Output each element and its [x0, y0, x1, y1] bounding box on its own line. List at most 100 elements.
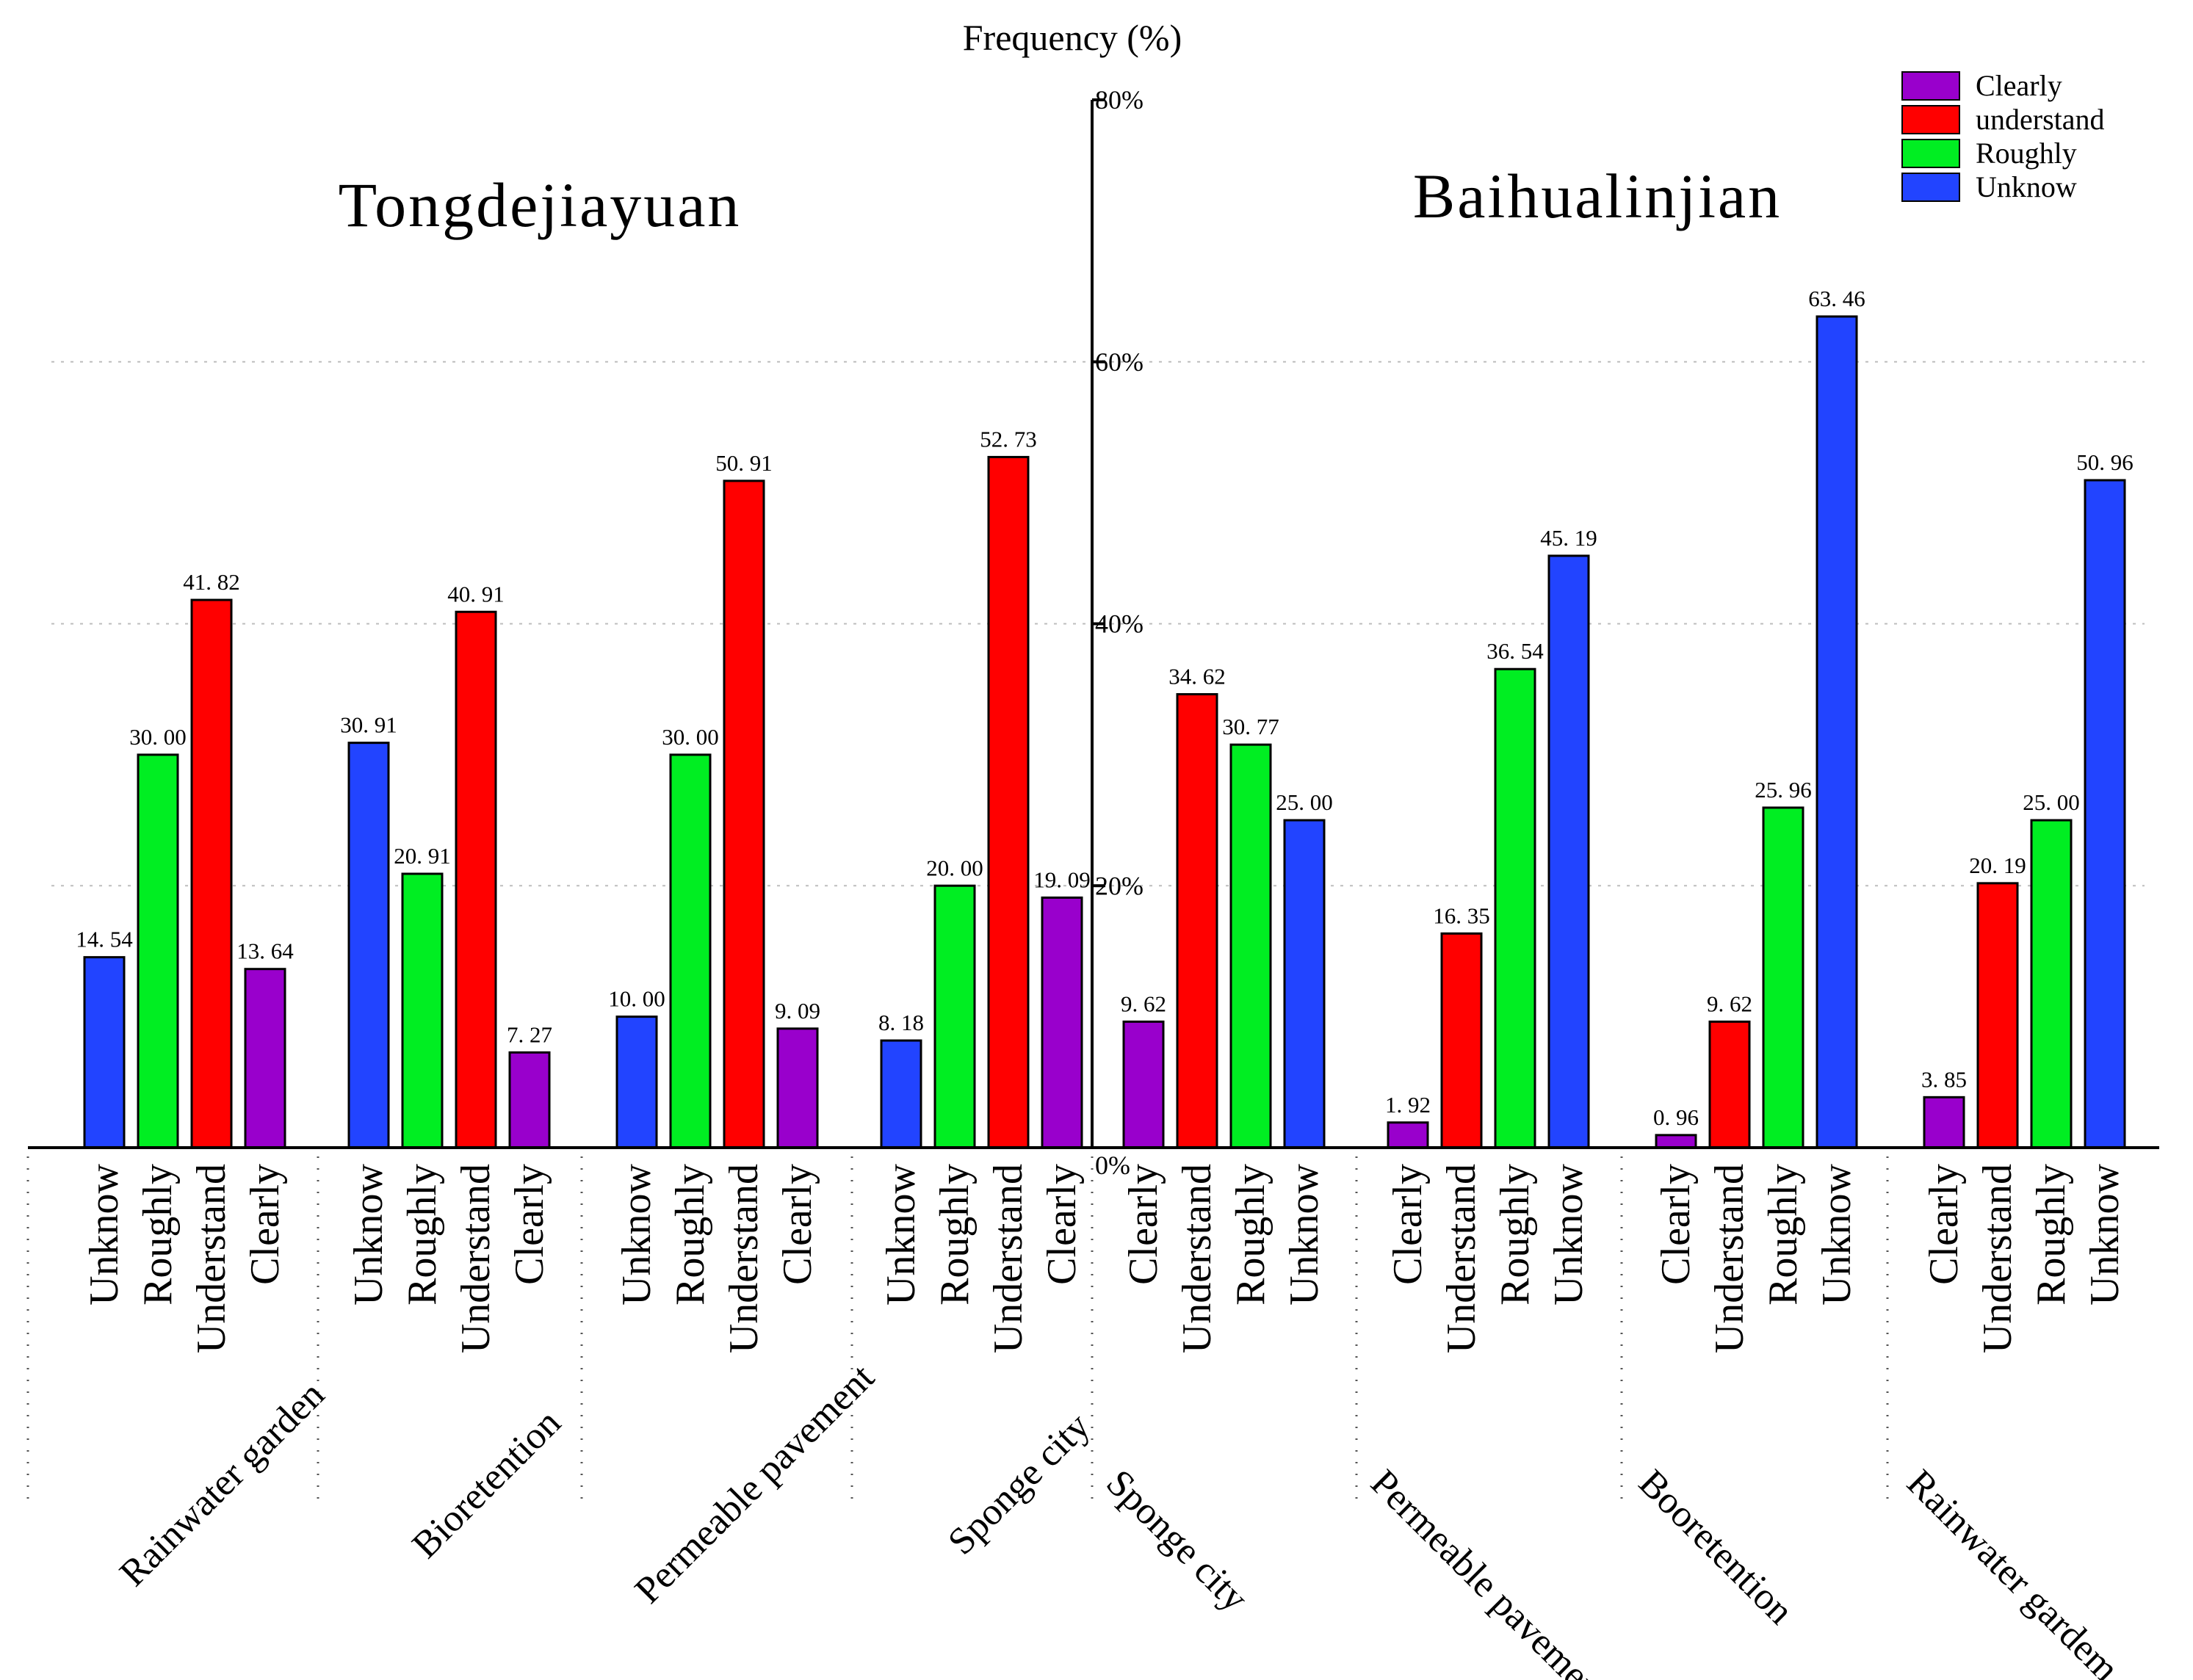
bar-category-label: Unknow [878, 1163, 924, 1305]
bar-value-label: 16. 35 [1433, 902, 1490, 928]
bar-1-2-3 [1816, 315, 1858, 1149]
group-label: Sponge city [940, 1405, 1098, 1563]
y-tick-label: 0% [1095, 1151, 1130, 1180]
panel-title-right: Baihualinjian [1413, 161, 1782, 231]
bar-1-0-2 [1229, 743, 1272, 1149]
legend-label: understand [1976, 103, 2105, 136]
bar-value-label: 9. 62 [1121, 991, 1166, 1016]
bar-value-label: 20. 19 [1969, 852, 2026, 878]
bar-category-label: Understand [453, 1164, 499, 1353]
bar-value-label: 9. 62 [1707, 991, 1752, 1016]
bar-1-0-0 [1122, 1020, 1165, 1149]
bar-1-3-2 [2030, 819, 2073, 1149]
bar-value-label: 7. 27 [507, 1021, 552, 1047]
bar-value-label: 10. 00 [608, 986, 665, 1012]
bar-category-label: Roughly [668, 1164, 713, 1306]
bar-category-label: Clearly [242, 1164, 288, 1285]
bar-value-label: 0. 96 [1653, 1104, 1699, 1130]
bar-category-label: Clearly [1653, 1164, 1699, 1285]
bar-category-label: Clearly [1385, 1164, 1431, 1285]
bar-0-3-1 [933, 884, 976, 1149]
bar-0-0-0 [83, 956, 126, 1149]
bar-category-label: Unknow [614, 1163, 660, 1305]
y-tick-label: 40% [1095, 609, 1144, 639]
bar-category-label: Roughly [2028, 1164, 2074, 1306]
bar-0-2-3 [776, 1027, 819, 1149]
bar-value-label: 13. 64 [236, 938, 294, 964]
bar-value-label: 25. 96 [1755, 777, 1812, 803]
bar-value-label: 30. 00 [662, 724, 719, 750]
legend-label: Clearly [1976, 69, 2062, 102]
bar-category-label: Understand [1975, 1164, 2020, 1353]
bar-1-0-1 [1176, 692, 1218, 1149]
bar-category-label: Understand [986, 1164, 1031, 1353]
bar-category-label: Understand [1174, 1164, 1220, 1353]
bar-0-3-0 [880, 1039, 922, 1149]
bar-value-label: 3. 85 [1921, 1066, 1967, 1092]
bar-category-label: Clearly [1921, 1164, 1967, 1285]
bars [83, 315, 2126, 1149]
group-separators [26, 1156, 1889, 1509]
bar-category-label: Clearly [1039, 1164, 1085, 1285]
bar-1-0-3 [1283, 819, 1326, 1149]
bar-category-label: Roughly [135, 1164, 181, 1306]
bar-category-label: Roughly [1492, 1164, 1538, 1306]
bar-value-label: 45. 19 [1540, 525, 1597, 551]
bar-value-label: 30. 00 [129, 724, 187, 750]
bar-category-label: Unknow [1282, 1163, 1327, 1305]
bar-value-label: 63. 46 [1808, 286, 1865, 311]
bar-category-label: Roughly [400, 1164, 445, 1306]
group-label: Rainwater garden [112, 1374, 333, 1595]
bar-value-label: 30. 77 [1222, 714, 1279, 739]
legend-swatch-1 [1901, 105, 1960, 134]
bar-0-1-3 [508, 1051, 551, 1149]
bar-category-label: Understand [189, 1164, 234, 1353]
bar-category-label: Unknow [346, 1163, 391, 1305]
bar-1-2-1 [1708, 1020, 1751, 1149]
bar-category-label: Unknow [2082, 1163, 2128, 1305]
bar-value-label: 30. 91 [340, 712, 397, 738]
bar-category-label: Clearly [1121, 1164, 1166, 1285]
group-label: Rainwater gardem [1898, 1462, 2127, 1680]
y-tick-label: 20% [1095, 871, 1144, 900]
bar-value-label: 14. 54 [76, 927, 133, 952]
legend-swatch-2 [1901, 139, 1960, 168]
legend-swatch-0 [1901, 71, 1960, 101]
bar-0-1-1 [401, 872, 444, 1149]
bar-0-0-2 [190, 598, 233, 1149]
legend-swatch-3 [1901, 173, 1960, 202]
bar-1-1-0 [1387, 1121, 1429, 1149]
bar-0-1-2 [455, 610, 497, 1149]
bar-0-0-1 [137, 753, 179, 1149]
bar-value-label: 20. 91 [394, 843, 451, 869]
y-tick-label: 60% [1095, 347, 1144, 377]
group-label: Booretention [1630, 1462, 1801, 1632]
group-label: Sponge city [1098, 1462, 1256, 1620]
bar-0-2-0 [615, 1015, 658, 1149]
bar-0-0-3 [244, 968, 286, 1149]
bar-1-3-0 [1923, 1096, 1965, 1149]
bar-value-label: 40. 91 [447, 581, 505, 607]
bar-0-1-0 [347, 742, 390, 1149]
bar-1-1-1 [1440, 932, 1483, 1149]
panel-title-left: Tongdejiayuan [339, 170, 742, 240]
bar-category-label: Roughly [1760, 1164, 1806, 1306]
bar-0-2-2 [723, 479, 765, 1149]
bar-category-label: Unknow [82, 1163, 127, 1305]
axis-title: Frequency (%) [963, 17, 1182, 58]
bar-value-label: 52. 73 [980, 426, 1037, 452]
legend-label: Unknow [1976, 170, 2077, 203]
bar-value-label: 9. 09 [775, 998, 820, 1024]
bar-value-label: 50. 96 [2076, 449, 2134, 475]
bar-category-label: Unknow [1814, 1163, 1860, 1305]
bar-category-label: Clearly [775, 1164, 820, 1285]
bar-value-label: 8. 18 [878, 1010, 924, 1035]
bar-1-1-3 [1547, 554, 1590, 1149]
bar-1-1-2 [1494, 667, 1536, 1149]
y-tick-label: 80% [1095, 85, 1144, 115]
bar-1-3-3 [2084, 479, 2126, 1149]
bar-category-label: Roughly [1228, 1164, 1273, 1306]
group-label: Permeable pavement [1362, 1462, 1618, 1680]
bar-value-label: 1. 92 [1385, 1092, 1431, 1118]
